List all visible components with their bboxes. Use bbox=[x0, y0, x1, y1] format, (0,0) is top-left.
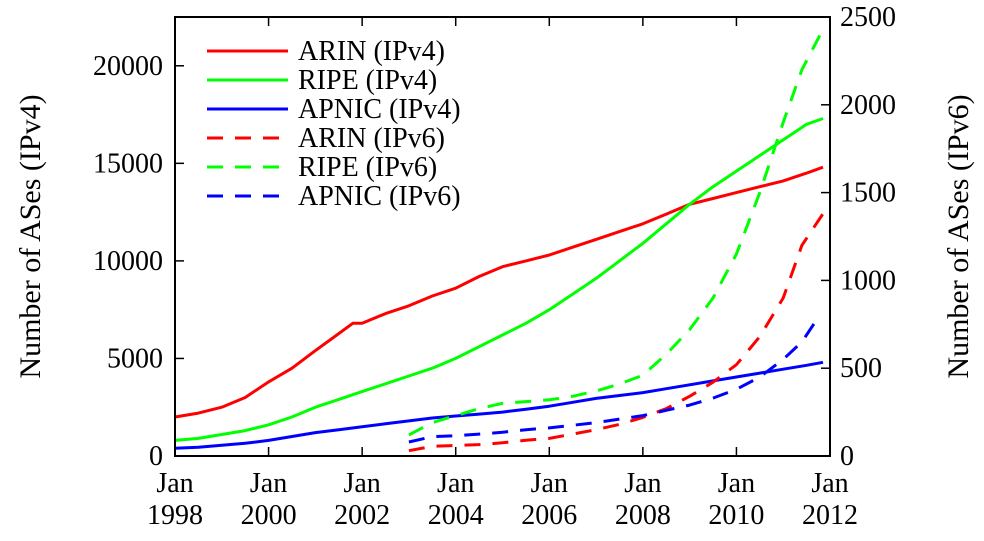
y-left-tick-label: 10000 bbox=[93, 246, 163, 277]
series-line-arin-ipv6 bbox=[408, 212, 825, 453]
series-line-ripe-ipv6 bbox=[408, 28, 825, 437]
x-tick-label-year: 1998 bbox=[147, 500, 203, 531]
y-left-tick-label: 20000 bbox=[93, 51, 163, 82]
y-right-tick-label: 1000 bbox=[840, 265, 896, 296]
x-tick-label-month: Jan bbox=[156, 468, 193, 499]
x-tick-label-month: Jan bbox=[531, 468, 568, 499]
x-tick-label-year: 2000 bbox=[241, 500, 297, 531]
x-tick-label-year: 2002 bbox=[334, 500, 390, 531]
plot-marks bbox=[174, 28, 825, 453]
y-right-tick-label: 2500 bbox=[840, 2, 896, 33]
legend-label: RIPE (IPv4) bbox=[298, 65, 437, 96]
x-tick-label-year: 2012 bbox=[802, 500, 858, 531]
x-tick-label-month: Jan bbox=[250, 468, 287, 499]
plot-frame bbox=[174, 16, 831, 457]
y-left-tick-label: 15000 bbox=[93, 148, 163, 179]
y-left-tick-label: 5000 bbox=[107, 343, 163, 374]
x-tick-label-month: Jan bbox=[718, 468, 755, 499]
x-tick-label-year: 2008 bbox=[615, 500, 671, 531]
legend-label: ARIN (IPv6) bbox=[298, 123, 445, 154]
x-tick-label-month: Jan bbox=[624, 468, 661, 499]
y-right-tick-label: 500 bbox=[840, 353, 882, 384]
y-axis-left-title: Number of ASes (IPv4) bbox=[14, 94, 47, 378]
y-left-tick-label: 0 bbox=[149, 441, 163, 472]
series-line-apnic-ipv4 bbox=[174, 360, 824, 450]
series-line-ripe-ipv4 bbox=[174, 117, 824, 442]
series-line-arin-ipv4 bbox=[174, 165, 824, 419]
y-right-tick-label: 0 bbox=[840, 441, 854, 472]
x-tick-label-year: 2010 bbox=[708, 500, 764, 531]
x-tick-label-month: Jan bbox=[811, 468, 848, 499]
y-axis-right-title: Number of ASes (IPv6) bbox=[942, 94, 975, 378]
legend: ARIN (IPv4)RIPE (IPv4)APNIC (IPv4)ARIN (… bbox=[207, 36, 461, 212]
x-tick-label-year: 2004 bbox=[428, 500, 484, 531]
y-right-tick-label: 2000 bbox=[840, 90, 896, 121]
x-tick-label-month: Jan bbox=[343, 468, 380, 499]
x-tick-label-month: Jan bbox=[437, 468, 474, 499]
legend-label: RIPE (IPv6) bbox=[298, 152, 437, 183]
legend-label: ARIN (IPv4) bbox=[298, 36, 445, 67]
axis-ticks: 0 5000 10000 15000 20000 0 500 1000 1500 2000 2500… bbox=[93, 2, 896, 531]
legend-label: APNIC (IPv6) bbox=[298, 181, 461, 212]
legend-label: APNIC (IPv4) bbox=[298, 94, 461, 125]
x-tick-label-year: 2006 bbox=[521, 500, 577, 531]
series-line-apnic-ipv6 bbox=[408, 316, 820, 444]
y-right-tick-label: 1500 bbox=[840, 178, 896, 209]
